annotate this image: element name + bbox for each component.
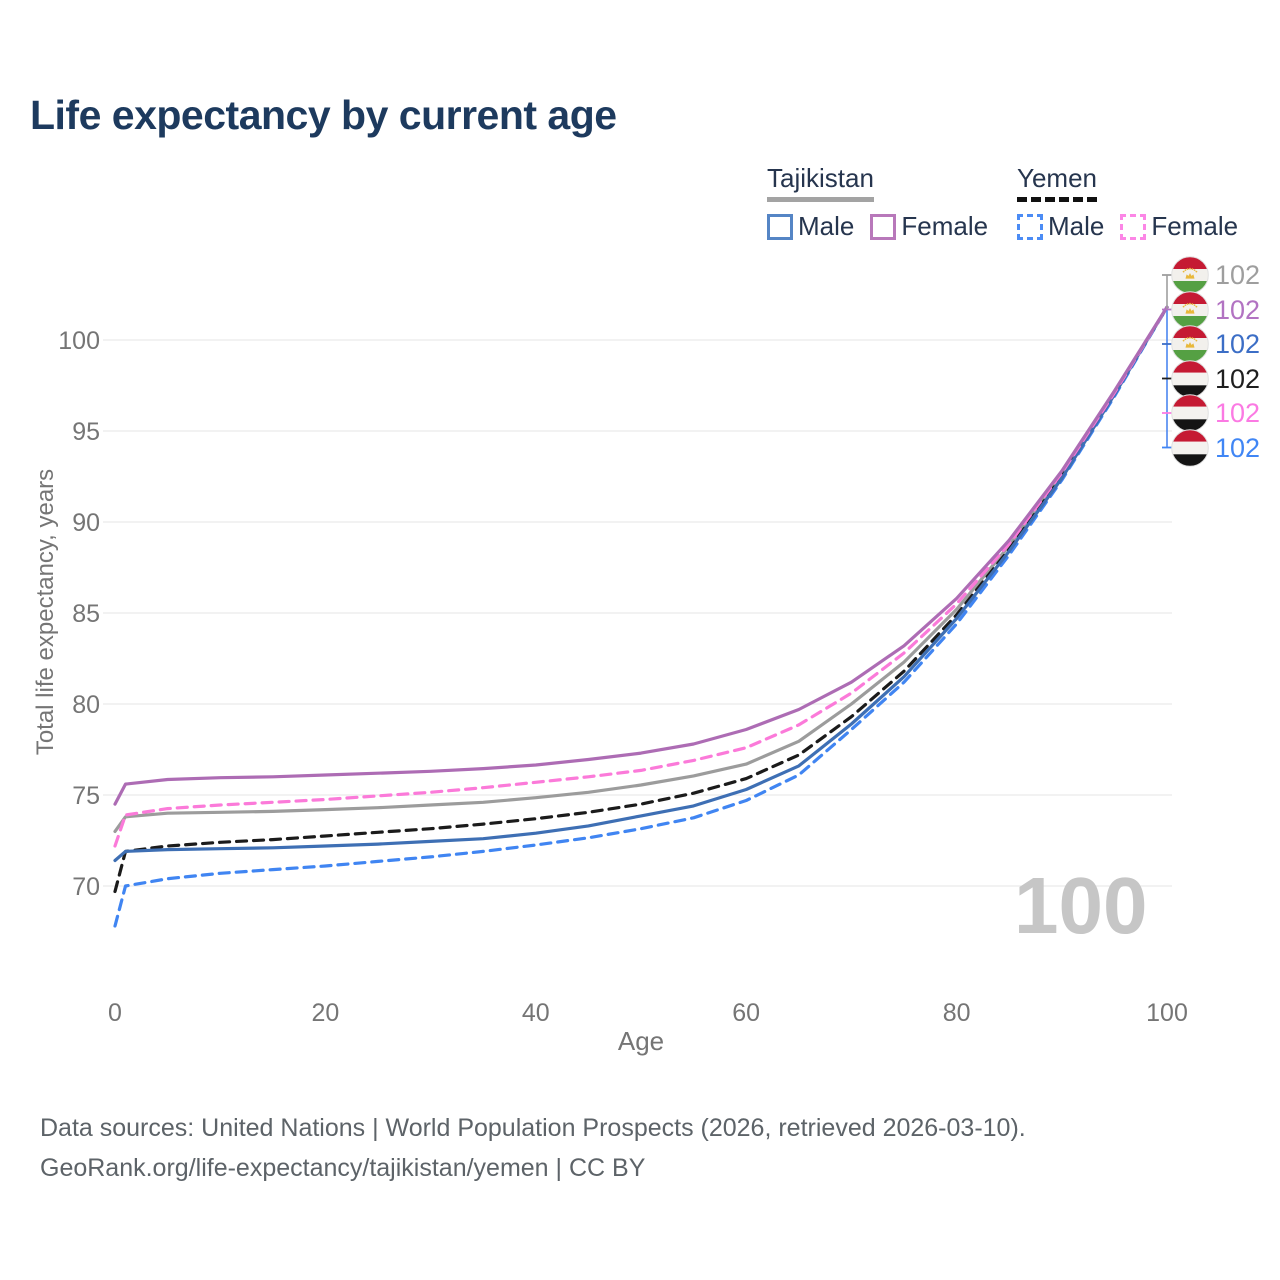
x-tick-label-100: 100 xyxy=(1146,999,1188,1027)
y-tick-label-100: 100 xyxy=(58,327,100,355)
legend-swatch-yemen-female-icon[interactable] xyxy=(1120,213,1147,240)
footer-sources: Data sources: United Nations | World Pop… xyxy=(40,1114,1026,1142)
series-line-tajikistan-female[interactable] xyxy=(113,305,1169,806)
end-label-value: 102 xyxy=(1215,363,1261,394)
y-tick-label-85: 85 xyxy=(72,600,100,628)
legend-label-tajikistan-female[interactable]: Female xyxy=(901,211,989,241)
x-tick-label-60: 60 xyxy=(732,999,760,1027)
legend-label-yemen-female[interactable]: Female xyxy=(1151,211,1239,241)
tajikistan-flag-icon xyxy=(1171,256,1209,294)
tajikistan-flag-icon xyxy=(1171,325,1209,363)
end-label-value: 102 xyxy=(1215,260,1261,290)
end-label-row-tajikistan-both-sexes[interactable]: 102 xyxy=(1171,256,1260,294)
legend-country-yemen[interactable]: Yemen xyxy=(1017,163,1097,202)
footer: Data sources: United Nations | World Pop… xyxy=(40,1108,1026,1188)
end-label-row-tajikistan-female[interactable]: 102 xyxy=(1171,290,1261,329)
yemen-flag-icon xyxy=(1171,359,1209,398)
x-tick-label-0: 0 xyxy=(108,999,122,1027)
end-label-row-tajikistan-male[interactable]: 102 xyxy=(1171,325,1260,363)
end-label-value: 102 xyxy=(1215,398,1261,428)
end-label-value: 102 xyxy=(1215,432,1261,463)
y-tick-label-95: 95 xyxy=(72,418,100,446)
end-label-value: 102 xyxy=(1215,329,1261,359)
legend-group-tajikistan: Tajikistan Male Female xyxy=(767,163,1004,242)
y-tick-label-80: 80 xyxy=(72,691,100,719)
end-label-value: 102 xyxy=(1215,294,1261,325)
legend-label-tajikistan-male[interactable]: Male xyxy=(798,211,855,241)
x-tick-label-20: 20 xyxy=(311,999,339,1027)
legend-swatch-yemen-male-icon[interactable] xyxy=(1017,213,1043,240)
end-label-row-yemen-both-sexes[interactable]: 102 xyxy=(1171,359,1261,398)
series-line-yemen-male[interactable] xyxy=(113,305,1169,928)
yemen-flag-icon xyxy=(1171,394,1209,432)
x-axis-label: Age xyxy=(617,1026,665,1056)
x-tick-label-80: 80 xyxy=(943,999,971,1027)
footer-attribution: GeoRank.org/life-expectancy/tajikistan/y… xyxy=(40,1154,646,1182)
legend-swatch-tajikistan-male-icon[interactable] xyxy=(767,213,793,240)
y-tick-label-90: 90 xyxy=(72,509,100,537)
series-line-tajikistan-both-sexes[interactable] xyxy=(113,305,1169,833)
series-line-yemen-both-sexes[interactable] xyxy=(113,305,1169,894)
legend-swatch-tajikistan-female-icon[interactable] xyxy=(870,213,897,240)
series-line-yemen-female[interactable] xyxy=(113,305,1169,848)
tajikistan-flag-icon xyxy=(1171,290,1209,329)
chart-title: Life expectancy by current age xyxy=(30,92,617,138)
legend-country-tajikistan[interactable]: Tajikistan xyxy=(767,163,874,202)
yemen-flag-icon xyxy=(1171,428,1209,467)
x-tick-label-40: 40 xyxy=(522,999,550,1027)
legend-label-yemen-male[interactable]: Male xyxy=(1048,211,1105,241)
y-tick-label-70: 70 xyxy=(72,873,100,901)
legend-group-yemen: Yemen Male Female xyxy=(1017,163,1254,242)
y-tick-label-75: 75 xyxy=(72,782,100,810)
end-label-row-yemen-female[interactable]: 102 xyxy=(1171,394,1260,432)
y-axis-label: Total life expectancy, years xyxy=(32,468,59,756)
line-chart-canvas: 70 75 80 85 90 95 100 0 20 40 60 80 100 xyxy=(58,274,1188,1027)
end-label-row-yemen-male[interactable]: 102 xyxy=(1171,428,1261,467)
series-line-tajikistan-male[interactable] xyxy=(113,305,1169,863)
age-watermark: 100 xyxy=(1014,861,1148,950)
